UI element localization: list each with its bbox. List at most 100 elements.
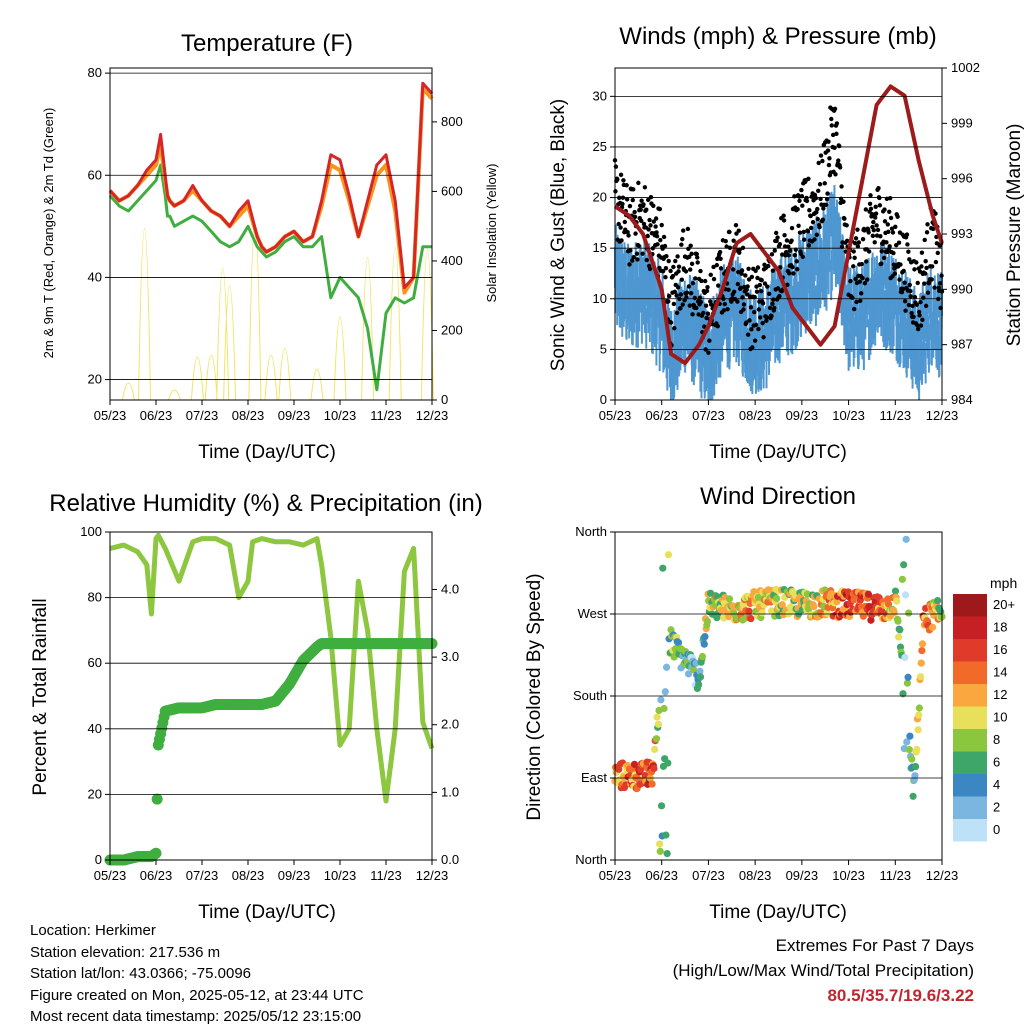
gust-point <box>836 158 841 163</box>
gust-point <box>914 260 919 265</box>
gust-point <box>678 292 684 297</box>
gust-point <box>937 281 943 286</box>
gust-point <box>662 243 668 249</box>
gust-point <box>887 244 892 249</box>
gust-point <box>702 324 707 329</box>
gust-point <box>905 242 910 247</box>
gust-point <box>805 229 811 234</box>
direction-point <box>661 688 669 696</box>
gust-point <box>881 255 887 261</box>
gust-point <box>663 265 669 271</box>
gust-point <box>633 231 638 236</box>
gust-point <box>829 123 834 128</box>
gust-point <box>704 288 710 294</box>
colorbar-swatch <box>953 706 987 729</box>
direction-point <box>918 646 926 655</box>
y-tick-label: 0 <box>95 852 102 867</box>
gust-point <box>834 131 839 137</box>
gust-point <box>663 275 668 280</box>
gust-point <box>747 318 752 323</box>
gust-points <box>612 105 945 355</box>
gust-point <box>670 273 676 279</box>
y2-tick-label: 600 <box>441 183 463 198</box>
gust-point <box>701 310 706 316</box>
colorbar-swatch <box>953 819 987 842</box>
extremes-subtitle: (High/Low/Max Wind/Total Precipitation) <box>672 961 974 980</box>
x-tick-label: 06/23 <box>140 868 173 883</box>
gust-point <box>781 213 786 218</box>
gust-point <box>655 242 660 247</box>
direction-point <box>703 617 712 626</box>
gust-point <box>627 262 632 267</box>
x-tick-label: 12/23 <box>416 408 449 423</box>
gust-point <box>888 215 894 221</box>
gust-point <box>706 350 711 355</box>
x-tick-label: 06/23 <box>645 868 678 883</box>
gust-point <box>837 143 842 149</box>
direction-point <box>684 670 693 678</box>
gust-point <box>851 306 857 312</box>
direction-point <box>915 704 923 712</box>
gust-point <box>616 221 621 227</box>
gust-point <box>654 233 660 239</box>
colorbar-swatch <box>953 594 987 617</box>
gust-point <box>705 285 710 290</box>
x-tick-label: 11/23 <box>879 868 911 883</box>
gust-point <box>851 249 856 254</box>
colorbar-swatch <box>953 684 987 707</box>
temp-9m-line <box>108 86 434 295</box>
gust-point <box>666 299 671 304</box>
y2-tick-label: 1.0 <box>441 784 459 799</box>
x-tick-label: 05/23 <box>94 408 127 423</box>
gust-point <box>922 281 927 286</box>
gust-point <box>755 265 761 270</box>
x-tick-label: 08/23 <box>739 408 772 423</box>
gust-point <box>837 165 843 170</box>
gust-point <box>642 185 648 190</box>
gust-point <box>826 162 832 168</box>
direction-point <box>651 745 659 753</box>
gust-point <box>641 221 647 227</box>
gust-point <box>876 186 881 191</box>
gust-point <box>764 315 770 320</box>
gust-point <box>695 260 700 265</box>
gust-point <box>756 326 761 332</box>
gust-point <box>752 294 757 300</box>
gust-point <box>766 263 771 269</box>
direction-point <box>893 597 901 605</box>
direction-point <box>864 590 873 598</box>
gust-point <box>868 206 874 212</box>
y-tick-label: 40 <box>88 269 102 284</box>
y2-tick-label: 984 <box>951 392 973 407</box>
gust-point <box>634 251 640 256</box>
gust-point <box>903 308 908 313</box>
direction-point <box>630 760 639 768</box>
x-tick-label: 05/23 <box>94 868 127 883</box>
x-tick-label: 10/23 <box>832 408 865 423</box>
gust-point <box>906 249 911 254</box>
direction-point <box>833 598 841 606</box>
gust-point <box>685 226 691 232</box>
direction-point <box>905 746 913 754</box>
x-tick-label: 09/23 <box>786 868 819 883</box>
gust-point <box>743 273 748 278</box>
gust-point <box>648 223 653 228</box>
precip-point <box>150 847 162 859</box>
gust-point <box>647 266 653 272</box>
gust-point <box>841 199 846 204</box>
winds-panel: Winds (mph) & Pressure (mb) Time (Day/UT… <box>548 23 1024 463</box>
gust-point <box>921 295 926 300</box>
gust-point <box>895 214 900 219</box>
gust-point <box>639 198 644 203</box>
winds-title: Winds (mph) & Pressure (mb) <box>619 23 936 50</box>
y2-tick-label: 1002 <box>951 60 980 75</box>
gust-point <box>911 314 916 320</box>
colorbar-swatch <box>953 639 987 662</box>
gust-point <box>725 307 730 312</box>
gust-point <box>676 264 682 269</box>
direction-point <box>905 609 913 617</box>
gust-point <box>645 197 651 203</box>
direction-point <box>917 673 925 681</box>
gust-point <box>769 252 775 257</box>
gust-point <box>871 227 876 233</box>
